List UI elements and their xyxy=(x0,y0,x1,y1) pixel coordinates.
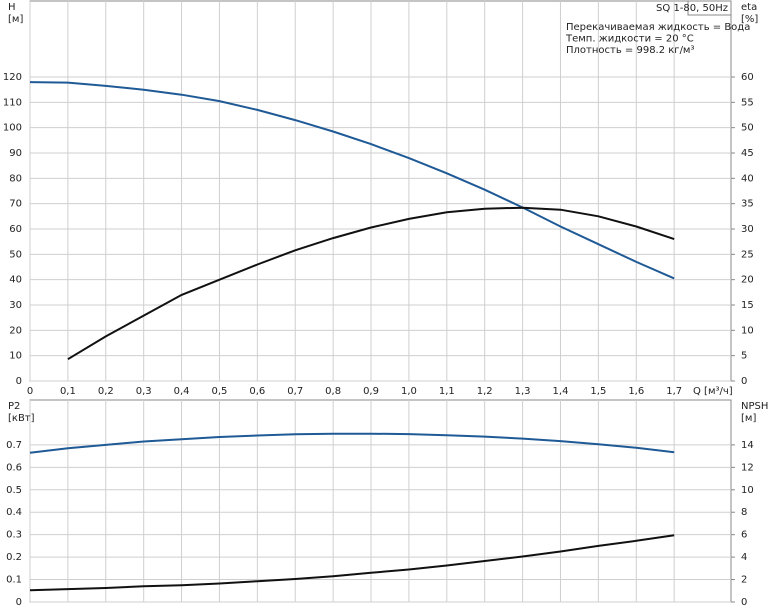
x-tick-label: 0,9 xyxy=(363,386,379,397)
y-tick-label: 20 xyxy=(9,325,22,336)
y2-tick-label: 55 xyxy=(741,97,754,108)
x-tick-label: 1,1 xyxy=(439,386,455,397)
x-tick-label: 0,3 xyxy=(136,386,152,397)
x-tick-label: 1,7 xyxy=(666,386,682,397)
y-tick-label: 0.3 xyxy=(6,530,22,541)
y-tick-label: 100 xyxy=(3,123,22,134)
x-tick-label: 0,2 xyxy=(98,386,114,397)
x-tick-label: 0,1 xyxy=(60,386,76,397)
y2-tick-label: 0 xyxy=(741,597,747,608)
y-axis-unit: [м] xyxy=(8,14,23,25)
plot-area xyxy=(29,0,732,382)
curve xyxy=(29,81,675,280)
y2-tick-label: 5 xyxy=(741,351,747,362)
curve xyxy=(29,534,675,592)
y-tick-label: 30 xyxy=(9,300,22,311)
chart-title: SQ 1-80, 50Hz xyxy=(656,3,728,14)
y-tick-label: 0.6 xyxy=(6,462,22,473)
x-tick-label: 1,0 xyxy=(401,386,417,397)
y-tick-label: 0 xyxy=(16,597,22,608)
x-tick-label: 0,5 xyxy=(212,386,228,397)
y2-tick-label: 12 xyxy=(741,462,754,473)
x-tick-label: 0,7 xyxy=(287,386,303,397)
curve xyxy=(29,432,675,454)
annotation: Темп. жидкости = 20 °C xyxy=(565,34,694,45)
y2-tick-label: 40 xyxy=(741,173,754,184)
y-tick-label: 10 xyxy=(9,351,22,362)
y2-axis-unit: [%] xyxy=(741,14,758,25)
y-tick-label: 50 xyxy=(9,249,22,260)
y-tick-label: 0.7 xyxy=(6,440,22,451)
annotation: Перекачиваемая жидкость = Вода xyxy=(566,22,750,33)
y2-tick-label: 25 xyxy=(741,249,754,260)
y2-tick-label: 10 xyxy=(741,485,754,496)
y2-tick-label: 50 xyxy=(741,123,754,134)
y-tick-label: 110 xyxy=(3,97,22,108)
x-tick-label: 0,8 xyxy=(325,386,341,397)
y-tick-label: 40 xyxy=(9,275,22,286)
y2-tick-label: 2 xyxy=(741,575,747,586)
y2-tick-label: 30 xyxy=(741,224,754,235)
y2-tick-label: 35 xyxy=(741,199,754,210)
x-tick-label: 0 xyxy=(27,386,33,397)
x-axis-label: Q [м³/ч] xyxy=(693,386,733,397)
title-box xyxy=(687,0,732,16)
y2-tick-label: 20 xyxy=(741,275,754,286)
curve xyxy=(67,206,675,361)
y-axis-unit: [кВт] xyxy=(8,413,35,424)
y-tick-label: 70 xyxy=(9,199,22,210)
y-tick-label: 0.1 xyxy=(6,575,22,586)
x-tick-label: 1,2 xyxy=(477,386,493,397)
y2-axis-label: NPSH xyxy=(741,401,768,412)
y-tick-label: 0.5 xyxy=(6,485,22,496)
y-tick-label: 0.2 xyxy=(6,552,22,563)
y2-tick-label: 45 xyxy=(741,148,754,159)
y2-tick-label: 60 xyxy=(741,72,754,83)
y-tick-label: 0 xyxy=(16,376,22,387)
y2-tick-label: 8 xyxy=(741,507,747,518)
y2-axis-label: eta xyxy=(741,2,757,13)
y-tick-label: 90 xyxy=(9,148,22,159)
y-tick-label: 80 xyxy=(9,173,22,184)
x-tick-label: 1,6 xyxy=(628,386,644,397)
y-tick-label: 120 xyxy=(3,72,22,83)
x-tick-label: 1,3 xyxy=(515,386,531,397)
annotation: Плотность = 998.2 кг/м³ xyxy=(566,45,695,56)
x-tick-label: 0,6 xyxy=(249,386,265,397)
y2-tick-label: 0 xyxy=(741,376,747,387)
y2-axis-unit: [м] xyxy=(741,413,756,424)
x-tick-label: 1,4 xyxy=(553,386,569,397)
y2-tick-label: 15 xyxy=(741,300,754,311)
y-axis-label: H xyxy=(8,2,16,13)
x-tick-label: 0,4 xyxy=(174,386,190,397)
y2-tick-label: 4 xyxy=(741,552,747,563)
y2-tick-label: 14 xyxy=(741,440,754,451)
y-tick-label: 60 xyxy=(9,224,22,235)
y-axis-label: P2 xyxy=(8,401,20,412)
y-tick-label: 0.4 xyxy=(6,507,22,518)
y2-tick-label: 10 xyxy=(741,325,754,336)
x-tick-label: 1,5 xyxy=(590,386,606,397)
y2-tick-label: 6 xyxy=(741,530,747,541)
